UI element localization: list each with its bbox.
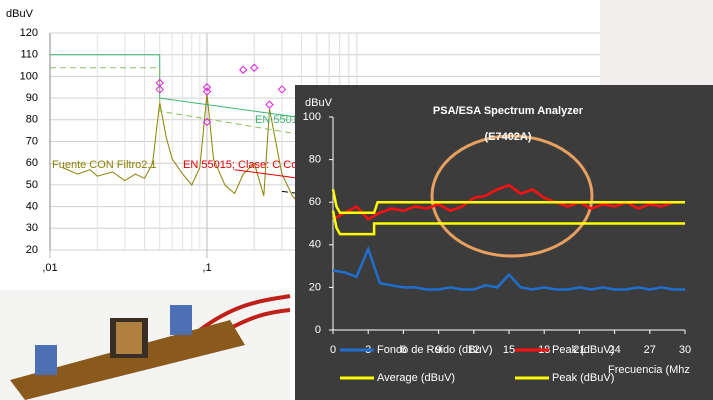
y-tick-label: 100 [303,111,321,123]
y-tick-label: 100 [20,70,38,82]
y-tick-label: 120 [20,27,38,39]
y-tick-label: 0 [315,324,321,336]
capacitor [35,345,57,375]
y-axis-label: dBuV [6,8,34,20]
series-line [50,55,317,120]
x-tick-label: 27 [644,344,656,356]
y-tick-label: 20 [26,244,38,256]
y-tick-label: 110 [20,49,38,61]
legend-label: Peak (dBuV) [552,372,614,384]
coil [116,322,142,354]
chart-title: PSA/ESA Spectrum Analyzer [433,105,584,117]
series-label: Fuente CON Filtro2.1 [52,159,157,171]
legend-label: Average (dBuV) [377,372,455,384]
x-axis-label: Frecuencia (Mhz [608,364,690,376]
y-tick-label: 60 [26,157,38,169]
y-tick-label: 30 [26,222,38,234]
y-tick-label: 40 [26,201,38,213]
x-tick-label: ,01 [42,262,57,274]
photo [0,290,290,400]
capacitor [170,305,192,335]
data-marker [266,101,273,108]
y-tick-label: 80 [26,114,38,126]
background-panel [600,0,713,85]
y-tick-label: 60 [309,196,321,208]
annotation: EN 55015; Clase: C Cond [183,159,310,171]
legend-label: Peak (dBuV) [552,344,614,356]
y-tick-label: 70 [26,135,38,147]
screenshot: dBuV 20 30 40 50 60 70 80 90 100 110 120 ,01 ,1 Fuente… [0,0,713,400]
y-tick-label: 90 [26,92,38,104]
x-tick-label: ,1 [202,262,211,274]
y-tick-label: 50 [26,179,38,191]
legend-label: Fondo de Ruido (dBuV) [377,344,493,356]
x-tick-label: 0 [330,344,336,356]
page: dBuV 20 30 40 50 60 70 80 90 100 110 120 ,01 ,1 Fuente… [0,0,713,400]
series-line [62,94,301,207]
y-tick-label: 80 [309,154,321,166]
x-tick-label: 30 [679,344,691,356]
x-tick-label: 15 [503,344,515,356]
chart-subtitle: (E7402A) [484,131,531,143]
series-line [50,68,317,138]
y-axis-label: dBuV [305,97,333,109]
y-tick-label: 20 [309,281,321,293]
data-marker [240,66,247,73]
y-tick-label: 40 [309,239,321,251]
